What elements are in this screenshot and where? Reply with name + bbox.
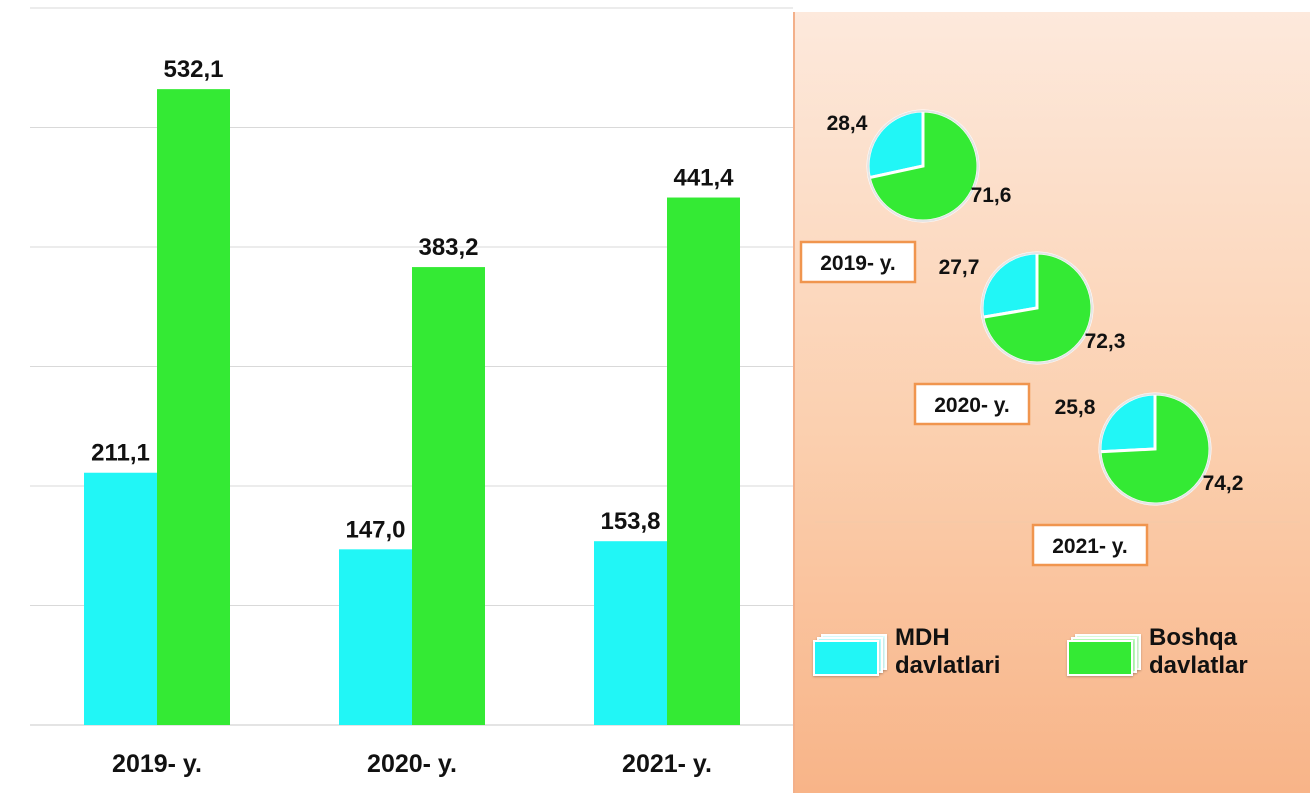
pie-slice-mdh [980, 251, 1039, 320]
pie-title: 2019- y. [820, 252, 896, 275]
bar-value-label: 211,1 [91, 440, 150, 467]
pie-chart-2: 27,7 72,3 2020- y. [913, 251, 1126, 426]
x-tick-label: 2021- y. [622, 750, 712, 778]
legend-swatch-mdh-front [813, 640, 879, 676]
pie-charts: 28,4 71,6 2019- y. 27,7 72,3 2020- y. 25,8 74,2… [799, 109, 1300, 567]
legend-label-boshqa-line1: Boshqa [1149, 624, 1238, 651]
legend-swatch-mdh [813, 634, 887, 676]
pie-label-boshqa: 74,2 [1203, 472, 1244, 495]
bar-boshqa-1 [412, 267, 485, 725]
pie-year-box [799, 240, 917, 284]
pie-label-mdh: 28,4 [827, 112, 868, 135]
bar-marks [84, 89, 740, 726]
x-tick-label: 2020- y. [367, 750, 457, 778]
pie-label-boshqa: 72,3 [1085, 330, 1126, 353]
bar-value-label: 153,8 [600, 508, 660, 535]
bar-value-label: 441,4 [673, 165, 734, 192]
pie-chart-1: 28,4 71,6 2019- y. [799, 109, 1012, 284]
legend-swatch-boshqa [1067, 634, 1141, 676]
pie-outline [867, 110, 979, 222]
legend-label-mdh-line2: davlatlari [895, 652, 1001, 679]
pie-panel: 28,4 71,6 2019- y. 27,7 72,3 2020- y. 25,8 74,2… [793, 12, 1310, 793]
legend-item-boshqa: Boshqa davlatlar [1067, 624, 1248, 680]
pie-year-box [1031, 523, 1149, 567]
pie-outline [981, 252, 1093, 364]
pie-title: 2021- y. [1052, 535, 1128, 558]
legend-swatch-boshqa-front [1067, 640, 1133, 676]
legend-item-mdh: MDH davlatlari [813, 624, 1000, 680]
bar-value-label: 532,1 [163, 56, 223, 83]
pie-slice-mdh [1098, 392, 1157, 454]
bar-value-labels: 211,1 532,1 147,0 383,2 153,8 441,4 [91, 56, 734, 543]
legend-label-mdh-line1: MDH [895, 624, 950, 651]
bar-mdh-1 [339, 549, 412, 725]
bar-mdh-2 [594, 541, 667, 725]
legend-label-boshqa: Boshqa davlatlar [1149, 624, 1248, 680]
legend-label-boshqa-line2: davlatlar [1149, 652, 1248, 679]
pie-outline [1099, 393, 1211, 505]
pie-title: 2020- y. [934, 394, 1010, 417]
pie-year-box [913, 382, 1031, 426]
bar-boshqa-0 [157, 89, 230, 725]
bar-category-labels: 2019- y. 2020- y. 2021- y. [112, 750, 712, 778]
bar-value-label: 147,0 [345, 516, 405, 543]
x-tick-label: 2019- y. [112, 750, 202, 778]
bar-mdh-0 [84, 472, 157, 725]
pie-chart-3: 25,8 74,2 2021- y. [1031, 392, 1244, 567]
legend-label-mdh: MDH davlatlari [895, 624, 1000, 680]
bar-boshqa-2 [667, 197, 740, 726]
pie-label-mdh: 25,8 [1055, 396, 1096, 419]
pie-label-boshqa: 71,6 [971, 184, 1012, 207]
bar-value-label: 383,2 [418, 234, 478, 261]
pie-label-mdh: 27,7 [939, 256, 980, 279]
